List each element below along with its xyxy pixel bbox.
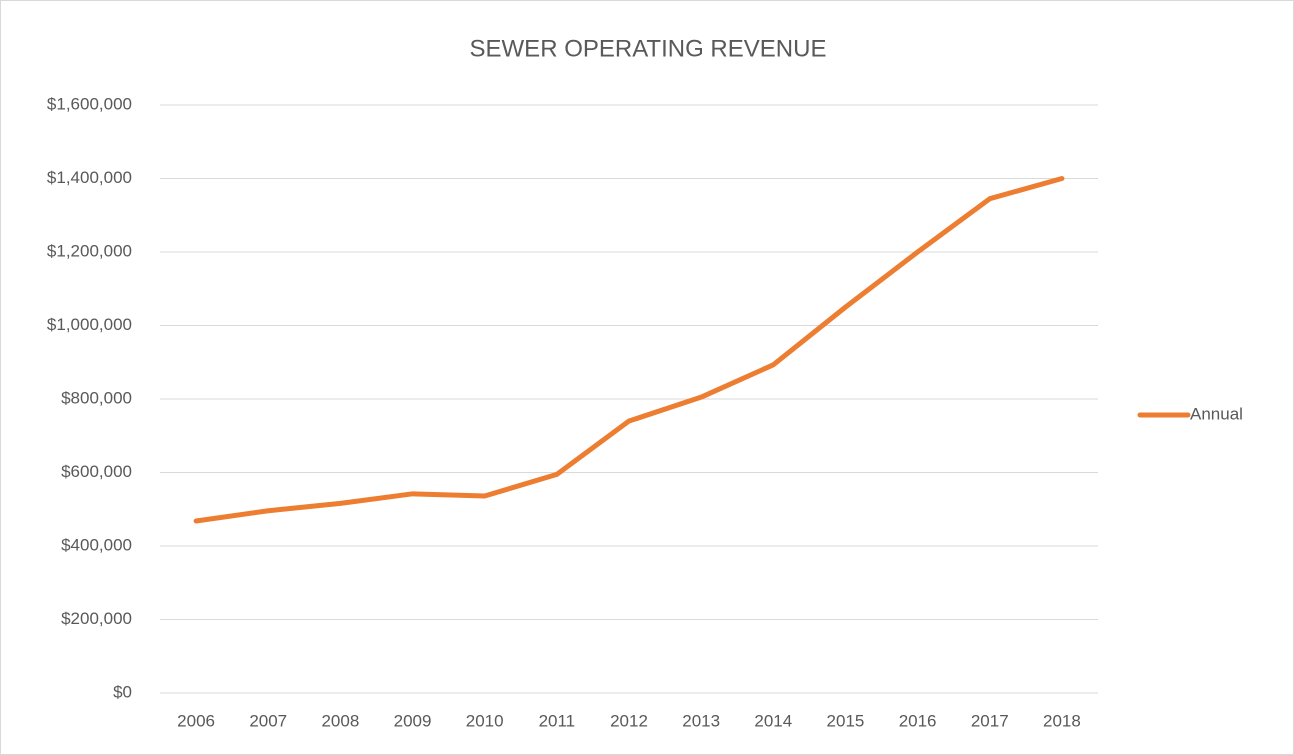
- y-tick-label: $600,000: [61, 462, 132, 481]
- x-tick-label: 2013: [682, 711, 720, 730]
- x-tick-label: 2014: [754, 711, 792, 730]
- x-tick-label: 2017: [971, 711, 1009, 730]
- x-tick-label: 2018: [1043, 711, 1081, 730]
- x-tick-label: 2012: [610, 711, 648, 730]
- y-tick-label: $1,000,000: [47, 315, 132, 334]
- x-tick-label: 2015: [827, 711, 865, 730]
- y-tick-label: $1,600,000: [47, 94, 132, 113]
- chart-title: SEWER OPERATING REVENUE: [470, 35, 827, 62]
- x-tick-label: 2006: [177, 711, 215, 730]
- x-tick-label: 2007: [249, 711, 287, 730]
- x-tick-label: 2009: [394, 711, 432, 730]
- x-tick-label: 2008: [321, 711, 359, 730]
- x-tick-label: 2010: [466, 711, 504, 730]
- y-tick-label: $800,000: [61, 388, 132, 407]
- series-line: [193, 176, 1065, 524]
- y-tick-label: $200,000: [61, 609, 132, 628]
- legend-label: Annual: [1190, 404, 1243, 423]
- y-tick-label: $400,000: [61, 535, 132, 554]
- y-tick-label: $0: [113, 682, 132, 701]
- y-tick-label: $1,200,000: [47, 241, 132, 260]
- x-tick-label: 2016: [899, 711, 937, 730]
- y-tick-label: $1,400,000: [47, 168, 132, 187]
- x-tick-label: 2011: [539, 711, 576, 730]
